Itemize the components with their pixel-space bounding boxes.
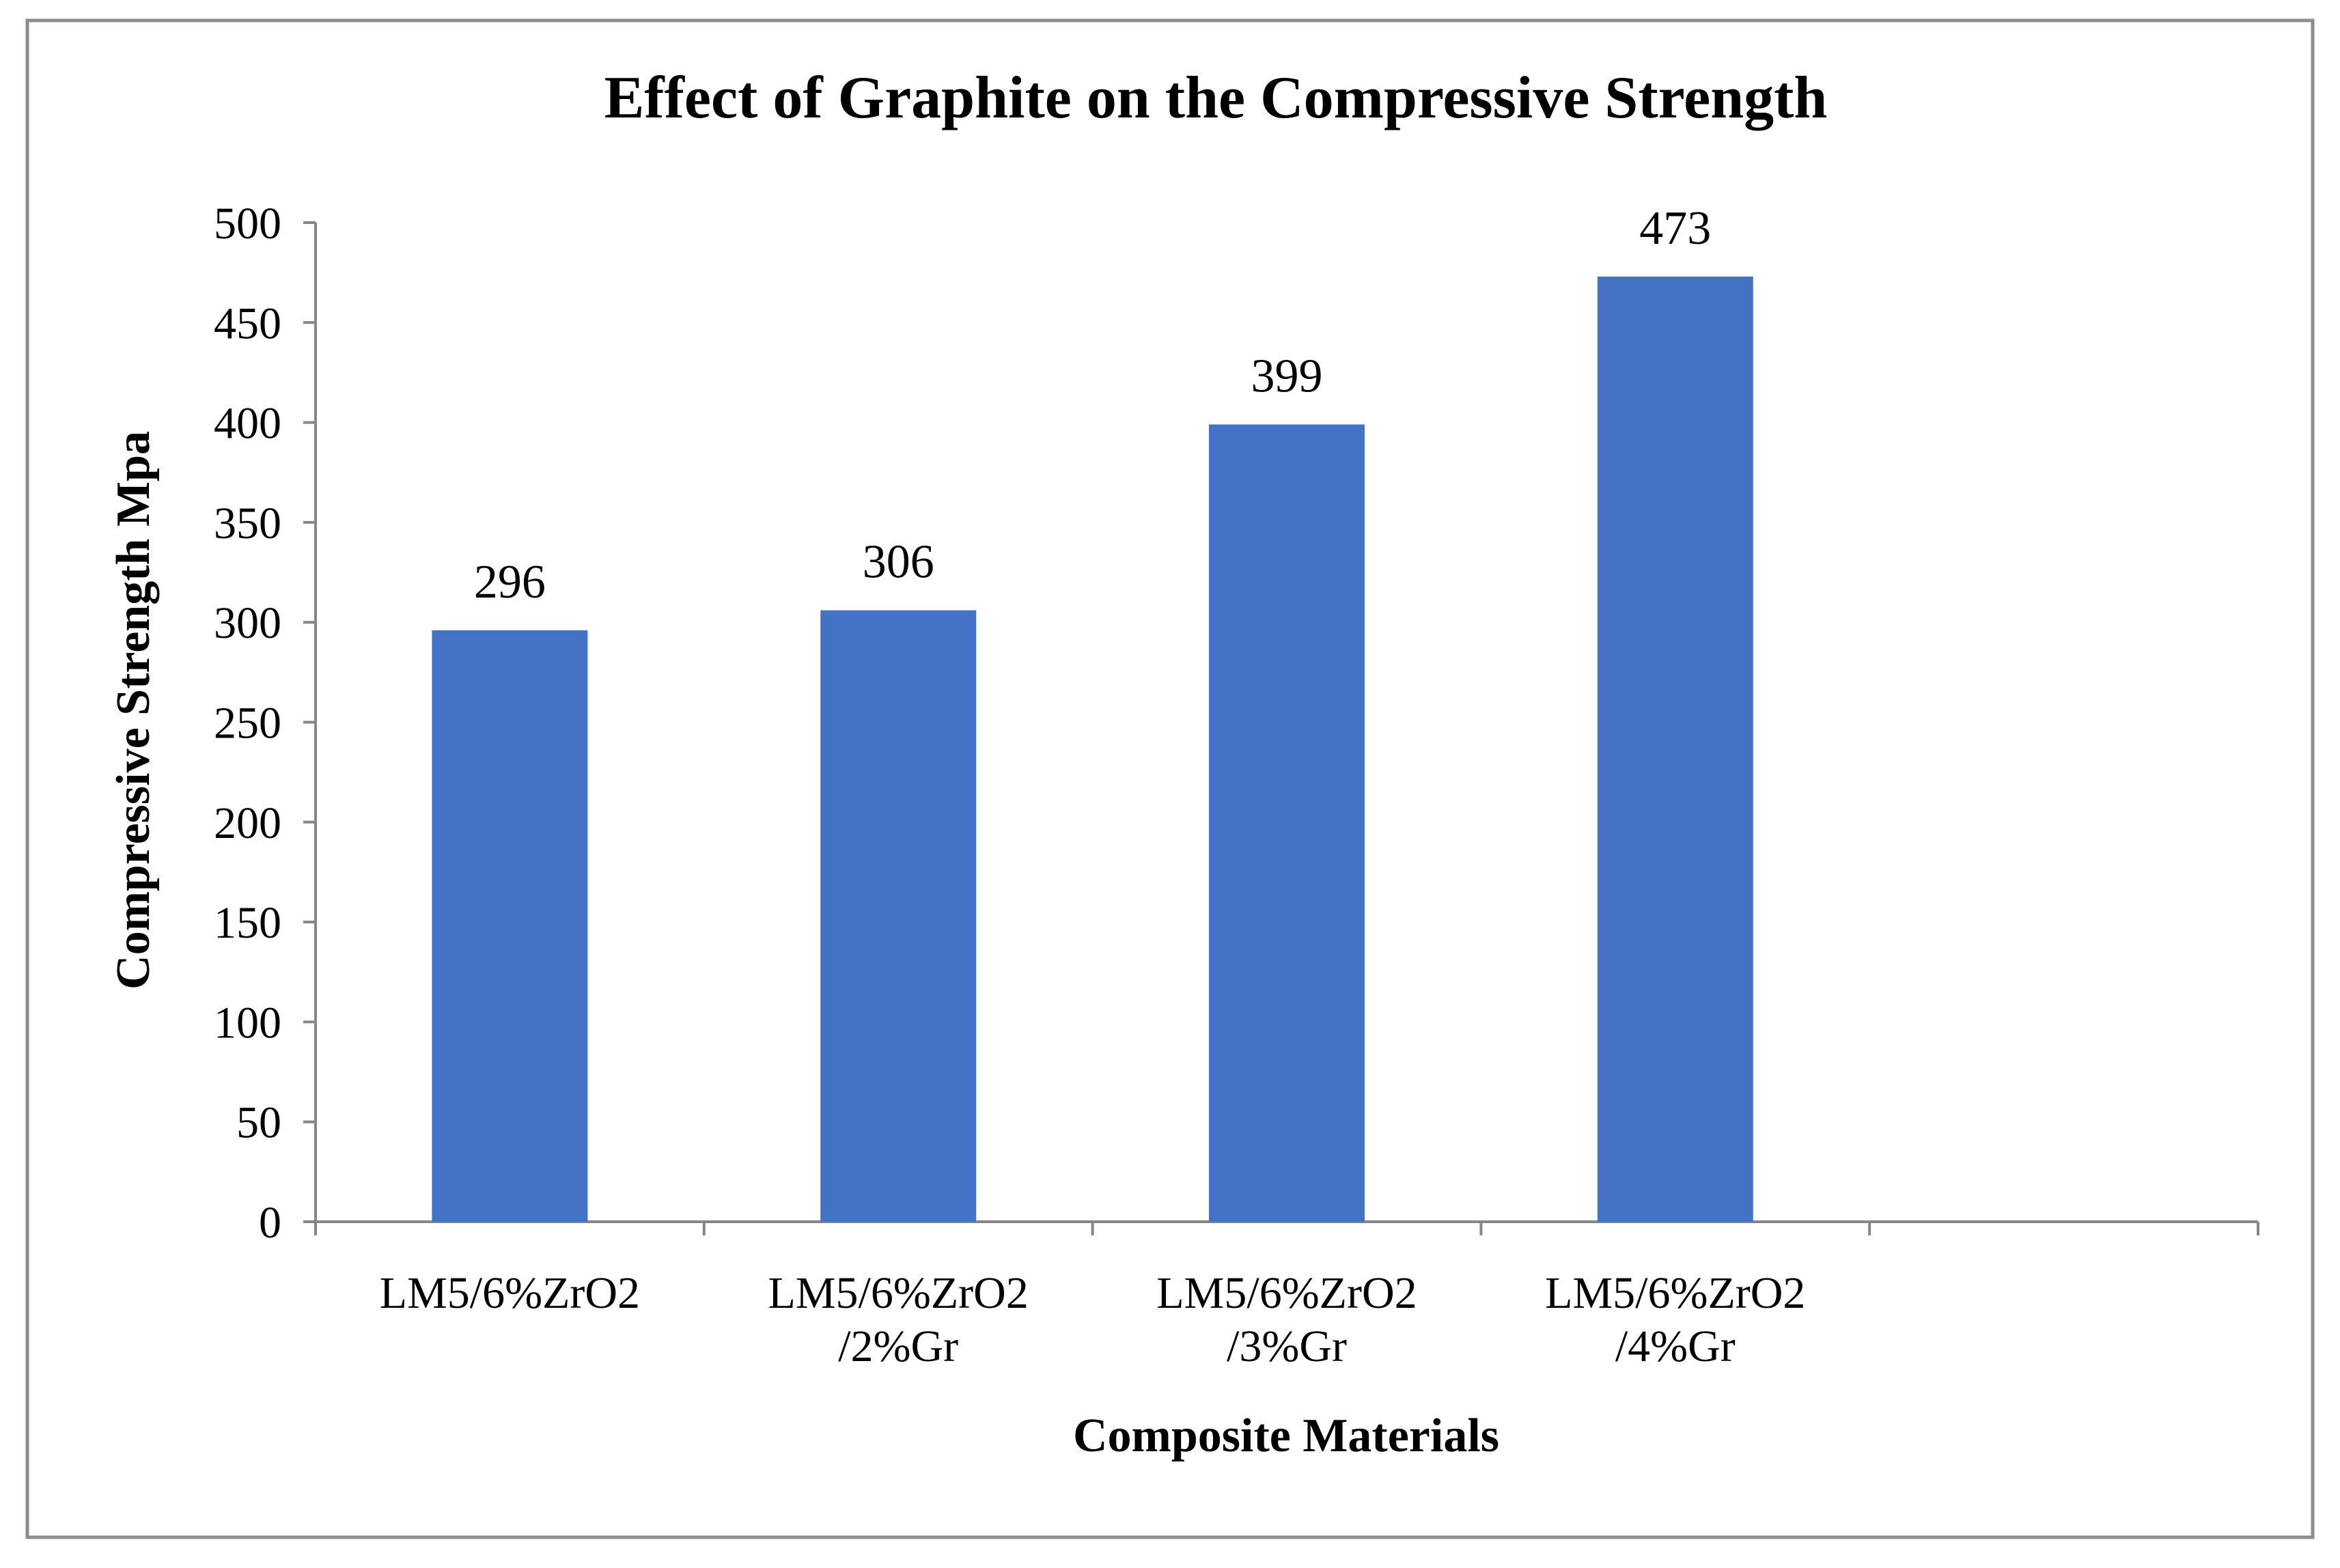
x-axis-title: Composite Materials [1073,1410,1499,1462]
bar [1209,424,1365,1222]
x-category-label-line: LM5/6%ZrO2 [380,1268,640,1318]
x-category-label: LM5/6%ZrO2/2%Gr [768,1268,1029,1371]
y-tick-label: 100 [214,998,281,1048]
x-category-label-line: /4%Gr [1615,1321,1736,1371]
x-category-label-line: LM5/6%ZrO2 [1156,1268,1417,1318]
x-category-label-line: LM5/6%ZrO2 [1545,1268,1805,1318]
plot-area: 0 50 100 150 200 250 300 350 400 450 500 296 LM5/6%Z… [214,199,2259,1371]
data-label: 306 [863,536,934,589]
y-tick-label: 200 [214,798,281,848]
y-tick-label: 400 [214,399,281,449]
chart-border [25,18,2315,1539]
y-tick-label: 500 [214,199,281,249]
x-category-label: LM5/6%ZrO2 [380,1268,640,1318]
chart-title: Effect of Graphite on the Compressive St… [604,65,1828,131]
data-label: 473 [1639,202,1711,255]
bar [432,630,588,1222]
bar [820,610,977,1222]
y-tick-label: 250 [214,699,281,748]
x-category-label-line: LM5/6%ZrO2 [768,1268,1029,1318]
y-tick-label: 300 [214,598,281,648]
y-tick-label: 150 [214,898,281,948]
bar [1597,277,1753,1222]
y-tick-label: 50 [236,1098,281,1148]
y-tick-label: 350 [214,499,281,548]
y-tick-label: 0 [259,1198,281,1248]
y-tick-label: 450 [214,298,281,348]
x-category-label-line: /2%Gr [838,1321,958,1371]
x-category-label: LM5/6%ZrO2/3%Gr [1156,1268,1417,1371]
x-category-label: LM5/6%ZrO2/4%Gr [1545,1268,1805,1371]
data-label: 296 [474,556,546,608]
x-category-label-line: /3%Gr [1227,1321,1347,1371]
y-axis-title: Compressive Strength Mpa [107,431,160,990]
data-label: 399 [1251,350,1323,403]
